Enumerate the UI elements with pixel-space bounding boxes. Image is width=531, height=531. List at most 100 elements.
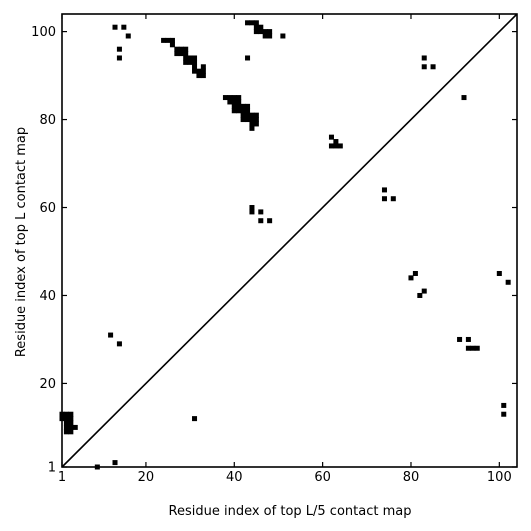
contact-cell xyxy=(192,416,198,422)
contact-cell xyxy=(245,108,251,114)
contact-cell xyxy=(68,424,74,430)
y-tick-label: 80 xyxy=(39,113,56,128)
contact-cell xyxy=(236,103,242,109)
contact-cell xyxy=(68,411,74,417)
contact-cell xyxy=(417,292,423,298)
contact-cell xyxy=(474,345,480,351)
x-tick-label: 20 xyxy=(138,470,155,485)
contact-cell xyxy=(174,46,180,52)
x-tick-label: 80 xyxy=(403,470,420,485)
contact-cell xyxy=(68,416,74,422)
contact-cell xyxy=(236,108,242,114)
contact-cell xyxy=(174,51,180,57)
contact-cell xyxy=(465,345,471,351)
contact-cell xyxy=(501,411,507,417)
contact-cell xyxy=(192,55,198,61)
contact-cell xyxy=(63,424,69,430)
contact-cell xyxy=(465,336,471,342)
contact-cell xyxy=(125,33,131,39)
contact-cell xyxy=(249,205,255,211)
contact-cell xyxy=(337,143,343,149)
contact-cell xyxy=(178,46,184,52)
contact-cell xyxy=(183,46,189,52)
contact-cell xyxy=(505,279,511,285)
contact-cell xyxy=(68,420,74,426)
contact-cell xyxy=(253,29,259,35)
contact-cell xyxy=(381,187,387,193)
contact-cell xyxy=(169,37,175,43)
contact-cell xyxy=(253,20,259,26)
contact-cell xyxy=(187,59,193,65)
contact-cell xyxy=(231,95,237,101)
contact-cell xyxy=(178,51,184,57)
contact-cell xyxy=(249,20,255,26)
contact-cell xyxy=(63,416,69,422)
contact-cell xyxy=(249,121,255,127)
contact-cell xyxy=(240,112,246,118)
contact-cell xyxy=(333,143,339,149)
y-tick-label: 60 xyxy=(39,201,56,216)
contact-cell xyxy=(253,112,259,118)
contact-cell xyxy=(240,103,246,109)
contact-cell xyxy=(381,196,387,202)
contact-cell xyxy=(253,121,259,127)
contact-cell xyxy=(249,117,255,123)
contact-cell xyxy=(408,275,414,281)
contact-cell xyxy=(245,20,251,26)
contact-cell xyxy=(116,341,122,347)
contact-cell xyxy=(258,24,264,30)
plot-frame xyxy=(61,13,518,468)
x-tick-label: 100 xyxy=(487,470,512,485)
contact-cell xyxy=(231,108,237,114)
contact-cell xyxy=(249,209,255,215)
contact-cell xyxy=(121,24,127,30)
contact-cell xyxy=(245,103,251,109)
contact-cell xyxy=(196,73,202,79)
contact-cell xyxy=(249,112,255,118)
contact-cell xyxy=(258,29,264,35)
contact-cell xyxy=(412,270,418,276)
contact-cell xyxy=(470,345,476,351)
contact-cell xyxy=(245,112,251,118)
contact-cell xyxy=(258,209,264,215)
contact-cell xyxy=(72,424,78,430)
contact-cell xyxy=(108,332,114,338)
contact-cell xyxy=(421,288,427,294)
x-tick-label: 60 xyxy=(314,470,331,485)
contact-cell xyxy=(240,108,246,114)
contact-cell xyxy=(63,420,69,426)
contact-cell xyxy=(258,218,264,224)
contact-cell xyxy=(245,117,251,123)
contact-cell xyxy=(249,125,255,131)
contact-cell xyxy=(496,270,502,276)
contact-cell xyxy=(112,460,118,466)
contact-cell xyxy=(333,139,339,145)
x-tick-label: 1 xyxy=(58,470,66,485)
contact-cell xyxy=(161,37,167,43)
contact-cell xyxy=(328,134,334,140)
contact-cell xyxy=(183,59,189,65)
y-axis-label: Residue index of top L contact map xyxy=(14,127,29,357)
contact-cell xyxy=(328,143,334,149)
diagonal-line xyxy=(61,13,518,468)
contact-cell xyxy=(116,46,122,52)
contact-cell xyxy=(245,55,251,61)
contact-cell xyxy=(231,103,237,109)
contact-cell xyxy=(267,218,273,224)
y-tick-label: 40 xyxy=(39,289,56,304)
contact-cell xyxy=(165,37,171,43)
contact-cell xyxy=(236,99,242,105)
contact-cell xyxy=(183,55,189,61)
contact-cell xyxy=(200,73,206,79)
contact-cell xyxy=(253,117,259,123)
y-tick-label: 20 xyxy=(39,377,56,392)
contact-cell xyxy=(501,402,507,408)
y-tick-label: 1 xyxy=(48,461,56,476)
contact-cell xyxy=(222,95,228,101)
contact-cell xyxy=(187,55,193,61)
contact-cell xyxy=(169,42,175,48)
contact-cell xyxy=(192,64,198,70)
contact-cell xyxy=(231,99,237,105)
